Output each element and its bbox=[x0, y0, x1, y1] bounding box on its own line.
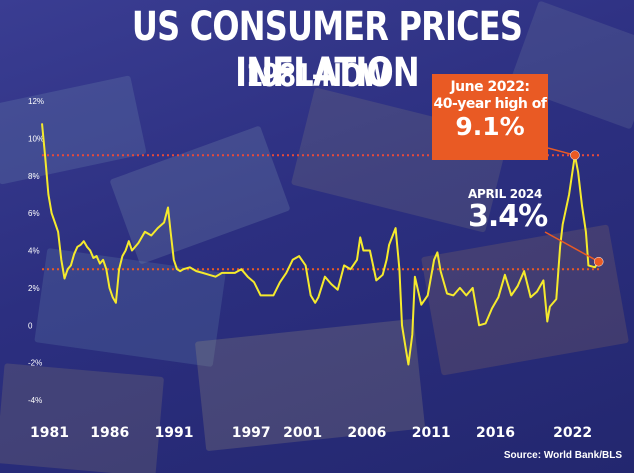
highlight-point bbox=[593, 256, 604, 267]
x-tick-label: 2016 bbox=[476, 425, 515, 441]
x-tick-label: 1991 bbox=[155, 425, 194, 441]
latest-callout-date: APRIL 2024 bbox=[468, 187, 543, 201]
chart-subtitle: 1981-NOW bbox=[245, 58, 389, 94]
peak-callout-date: June 2022: bbox=[450, 79, 530, 95]
y-tick-label: 8% bbox=[28, 172, 40, 181]
y-tick-label: 2% bbox=[28, 284, 40, 293]
peak-callout: June 2022: 40-year high of 9.1% bbox=[432, 74, 548, 160]
y-tick-label: 4% bbox=[28, 247, 40, 256]
x-tick-label: 2011 bbox=[412, 425, 451, 441]
x-tick-label: 1986 bbox=[90, 425, 129, 441]
peak-callout-caption: 40-year high of bbox=[433, 96, 547, 112]
y-tick-label: 0 bbox=[28, 321, 33, 330]
x-tick-label: 2001 bbox=[283, 425, 322, 441]
latest-connector bbox=[544, 231, 600, 263]
x-tick-label: 2006 bbox=[347, 425, 386, 441]
latest-callout-value: 3.4% bbox=[468, 199, 548, 234]
x-tick-label: 1997 bbox=[232, 425, 271, 441]
latest-callout: APRIL 2024 3.4% bbox=[468, 187, 548, 234]
source-credit: Source: World Bank/BLS bbox=[503, 450, 622, 461]
y-tick-label: 10% bbox=[28, 134, 44, 143]
y-tick-label: -4% bbox=[28, 396, 42, 405]
y-tick-label: 12% bbox=[28, 97, 44, 106]
highlight-point bbox=[570, 150, 580, 160]
x-tick-label: 2022 bbox=[553, 425, 592, 441]
chart-title: US CONSUMER PRICES INFLATION bbox=[131, 4, 523, 96]
inflation-series-line bbox=[41, 123, 600, 366]
y-tick-label: -2% bbox=[28, 359, 42, 368]
y-tick-label: 6% bbox=[28, 209, 40, 218]
peak-callout-value: 9.1% bbox=[455, 112, 525, 141]
x-tick-label: 1981 bbox=[30, 425, 69, 441]
